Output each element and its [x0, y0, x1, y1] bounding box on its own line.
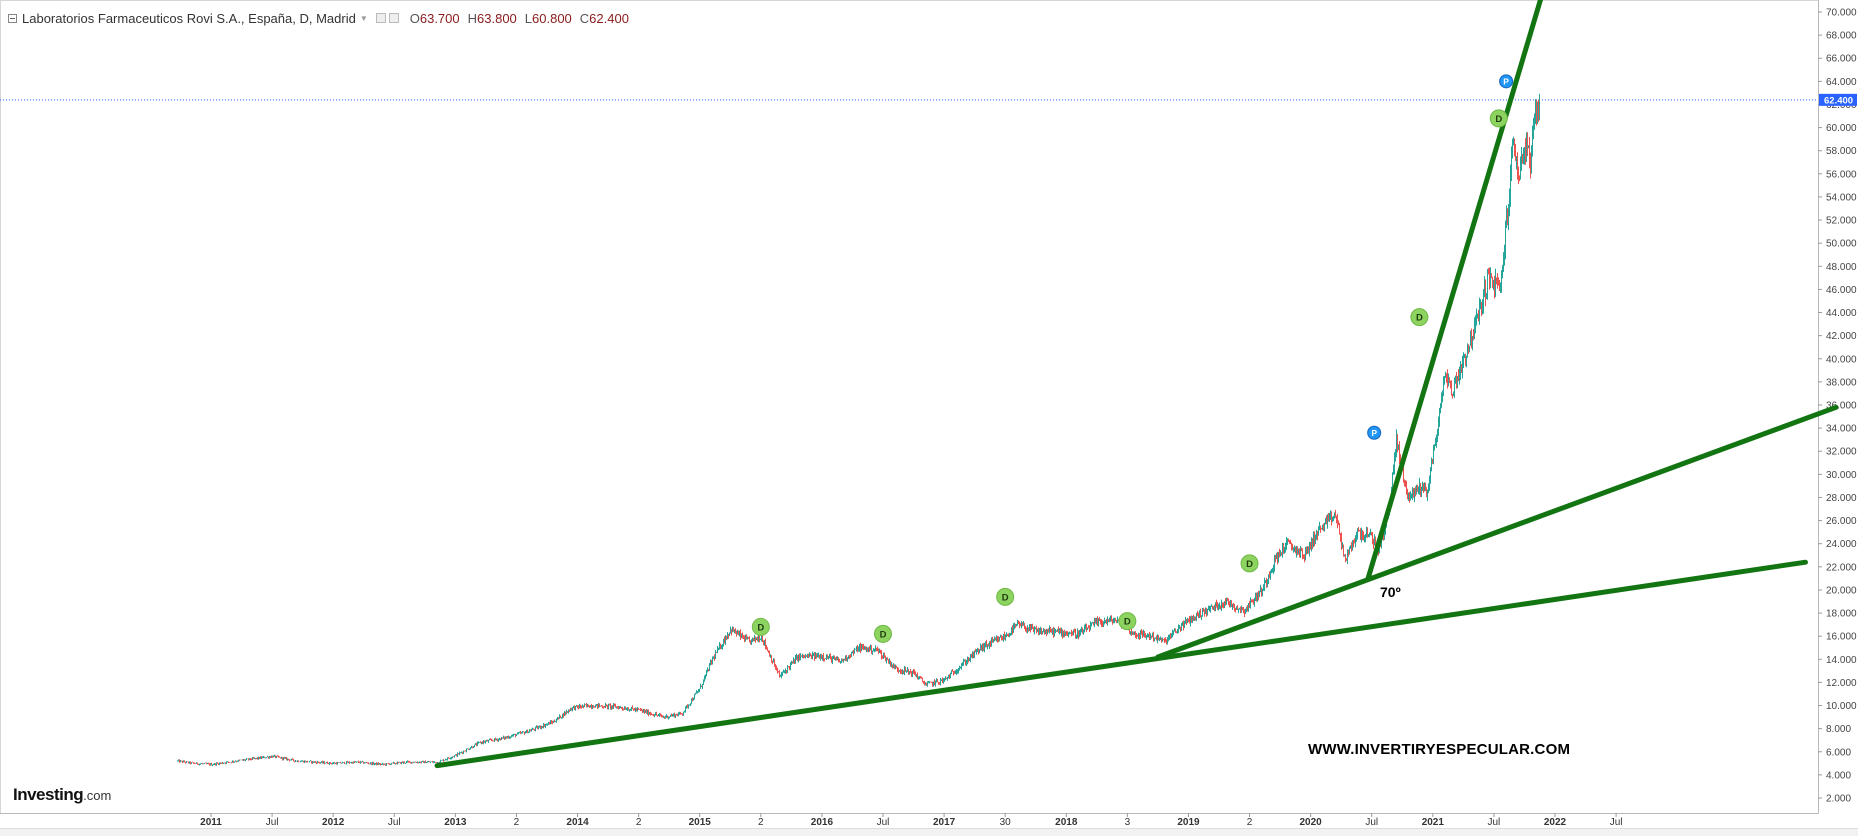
- y-tick-label: 64.000: [1826, 77, 1857, 88]
- y-tick-label: 14.000: [1826, 655, 1857, 666]
- x-tick-label: 2017: [933, 817, 956, 828]
- dividend-marker-label: D: [1002, 592, 1009, 603]
- last-price-label: 62.400: [1824, 95, 1853, 106]
- ohlc-close: C62.400: [579, 10, 629, 26]
- trendline: [434, 559, 1808, 769]
- y-tick-label: 10.000: [1826, 701, 1857, 712]
- x-tick-label: 2020: [1300, 817, 1323, 828]
- y-tick-label: 32.000: [1826, 447, 1857, 458]
- y-tick-label: 46.000: [1826, 285, 1857, 296]
- y-tick-label: 34.000: [1826, 424, 1857, 435]
- y-tick-label: 42.000: [1826, 331, 1857, 342]
- x-tick-label: 2: [636, 817, 642, 828]
- dividend-marker-label: D: [1416, 313, 1423, 324]
- y-tick-label: 38.000: [1826, 377, 1857, 388]
- watermark-text: WWW.INVERTIRYESPECULAR.COM: [1308, 741, 1571, 758]
- ohlc-low: L60.800: [524, 10, 572, 26]
- dividend-marker-label: D: [1124, 617, 1131, 628]
- angle-annotation: 70º: [1380, 584, 1401, 600]
- y-tick-label: 54.000: [1826, 192, 1857, 203]
- dividend-marker: [874, 624, 892, 643]
- dividend-marker: [1489, 109, 1508, 128]
- x-tick-label: 2014: [566, 817, 589, 828]
- x-tick-label: 2012: [322, 817, 345, 828]
- split-marker-label: P: [1503, 77, 1509, 87]
- x-tick-label: 2016: [811, 817, 834, 828]
- y-tick-label: 2.000: [1826, 794, 1851, 805]
- settings-toggle-icon[interactable]: [375, 13, 386, 23]
- y-tick-label: 8.000: [1826, 724, 1851, 735]
- x-tick-label: 2011: [200, 817, 222, 828]
- y-tick-label: 6.000: [1826, 747, 1851, 758]
- split-marker: [1367, 425, 1382, 440]
- dividend-marker-label: D: [880, 629, 887, 640]
- dividend-marker: [1410, 308, 1429, 327]
- x-tick-label: Jul: [1610, 817, 1623, 828]
- x-tick-label: 2022: [1544, 817, 1567, 828]
- y-tick-label: 48.000: [1826, 262, 1857, 273]
- last-price-tag: [1819, 93, 1857, 106]
- x-tick-label: Jul: [1488, 817, 1501, 828]
- y-tick-label: 56.000: [1826, 169, 1857, 180]
- x-tick-label: 2021: [1422, 817, 1445, 828]
- x-tick-label: 3: [1125, 817, 1131, 828]
- y-tick-label: 4.000: [1826, 770, 1851, 781]
- y-tick-label: 26.000: [1826, 516, 1857, 527]
- x-tick-label: 2: [514, 817, 520, 828]
- x-tick-label: 2: [1247, 817, 1253, 828]
- x-tick-label: Jul: [266, 817, 279, 828]
- dividend-marker: [1118, 612, 1137, 631]
- status-strip: [0, 828, 1858, 836]
- y-tick-label: 68.000: [1826, 31, 1857, 42]
- dividend-marker-label: D: [1246, 559, 1253, 570]
- x-tick-label: Jul: [1365, 817, 1378, 828]
- y-tick-label: 60.000: [1826, 123, 1857, 134]
- x-tick-label: 2019: [1177, 817, 1200, 828]
- dividend-marker: [1240, 554, 1259, 573]
- y-tick-label: 18.000: [1826, 609, 1857, 620]
- x-tick-label: 30: [1000, 817, 1012, 828]
- y-tick-label: 24.000: [1826, 539, 1857, 550]
- investing-logo: Investing.com: [13, 785, 112, 804]
- ohlc-open: O63.700: [409, 10, 460, 26]
- x-tick-label: Jul: [388, 817, 401, 828]
- chevron-down-icon[interactable]: ▼: [359, 13, 368, 23]
- plot-frame: [0, 0, 1819, 814]
- hide-toggle-icon[interactable]: [388, 13, 399, 23]
- split-marker: [1499, 74, 1514, 89]
- x-tick-label: 2015: [689, 817, 712, 828]
- y-tick-label: 40.000: [1826, 354, 1857, 365]
- y-tick-label: 44.000: [1826, 308, 1857, 319]
- dividend-marker-label: D: [1495, 114, 1502, 125]
- y-tick-label: 70.000: [1826, 8, 1857, 19]
- dividend-marker-label: D: [757, 622, 764, 633]
- dividend-marker: [751, 617, 770, 636]
- split-marker-label: P: [1371, 428, 1377, 438]
- x-tick-label: 2: [758, 817, 764, 828]
- y-tick-label: 16.000: [1826, 632, 1857, 643]
- y-tick-label: 66.000: [1826, 54, 1857, 65]
- y-tick-label: 22.000: [1826, 562, 1857, 573]
- x-tick-label: 2018: [1055, 817, 1078, 828]
- x-tick-label: Jul: [877, 817, 890, 828]
- y-tick-label: 36.000: [1826, 401, 1857, 412]
- y-tick-label: 50.000: [1826, 239, 1857, 250]
- y-tick-label: 28.000: [1826, 493, 1857, 504]
- collapse-icon[interactable]: [8, 13, 17, 23]
- chart-header: Laboratorios Farmaceuticos Rovi S.A., Es…: [8, 9, 629, 27]
- symbol-title[interactable]: Laboratorios Farmaceuticos Rovi S.A., Es…: [22, 10, 356, 26]
- y-tick-label: 58.000: [1826, 146, 1857, 157]
- y-tick-label: 52.000: [1826, 216, 1857, 227]
- y-tick-label: 20.000: [1826, 585, 1857, 596]
- trendline: [1155, 404, 1839, 660]
- trendline: [1365, 0, 1544, 581]
- x-tick-label: 2013: [444, 817, 467, 828]
- dividend-marker: [996, 587, 1015, 606]
- y-tick-label: 12.000: [1826, 678, 1857, 689]
- ohlc-high: H63.800: [467, 10, 517, 26]
- y-tick-label: 30.000: [1826, 470, 1857, 481]
